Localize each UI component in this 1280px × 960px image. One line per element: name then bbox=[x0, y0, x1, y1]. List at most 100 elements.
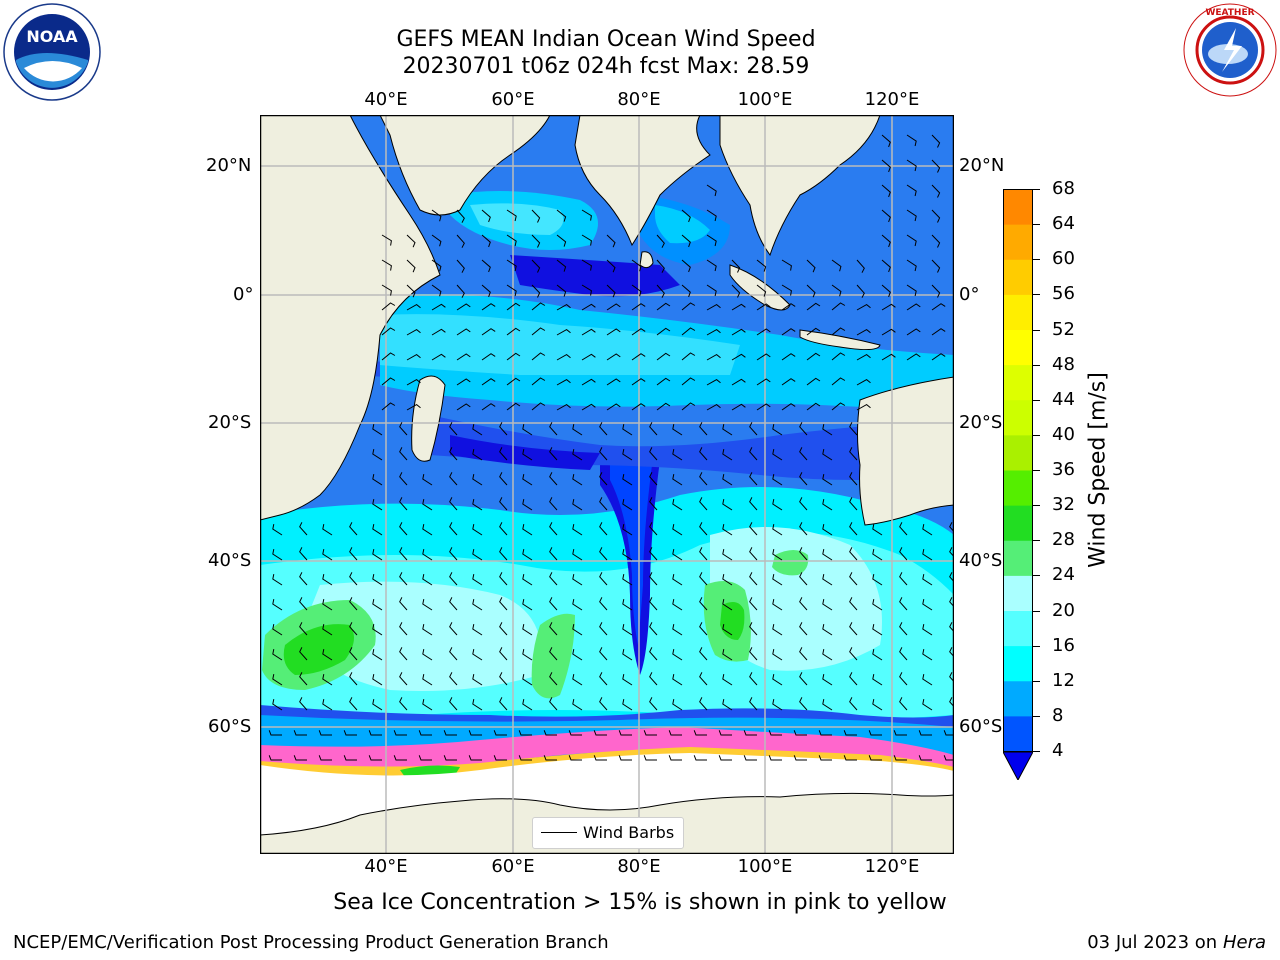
wind-barb bbox=[868, 730, 882, 736]
wind-barb bbox=[793, 730, 807, 736]
wind-barb bbox=[406, 403, 421, 411]
wind-barb bbox=[899, 547, 908, 561]
wind-barb bbox=[381, 327, 396, 336]
wind-barb bbox=[581, 403, 596, 411]
wind-barb bbox=[699, 547, 708, 561]
wind-barb bbox=[406, 234, 416, 248]
colorbar-tick-mark bbox=[1033, 645, 1040, 647]
wind-barb bbox=[506, 327, 521, 336]
wind-barb bbox=[906, 184, 917, 197]
wind-barb bbox=[706, 303, 721, 311]
wind-barb bbox=[949, 597, 954, 608]
arabia-land bbox=[379, 115, 551, 216]
wind-barb bbox=[622, 624, 633, 636]
wind-barb bbox=[431, 353, 446, 361]
wind-barb bbox=[781, 303, 796, 311]
wind-barb bbox=[756, 259, 767, 272]
wind-barb bbox=[443, 730, 457, 736]
wind-barb bbox=[399, 547, 408, 561]
wind-barb bbox=[818, 755, 832, 761]
wind-barb bbox=[593, 730, 607, 736]
wind-barb bbox=[549, 672, 558, 686]
wind-barb bbox=[606, 328, 621, 336]
colorbar-under-triangle bbox=[1003, 751, 1033, 780]
wind-barb bbox=[606, 378, 621, 386]
colorbar-segment bbox=[1003, 680, 1033, 717]
wind-barb bbox=[672, 624, 683, 636]
wind-barb bbox=[856, 378, 871, 386]
wind-barb bbox=[731, 259, 741, 273]
wind-barb bbox=[472, 449, 483, 461]
wind-barb bbox=[349, 622, 358, 636]
wind-barb bbox=[299, 672, 308, 686]
india-land bbox=[574, 115, 711, 247]
wind-barb bbox=[872, 599, 883, 611]
wind-barb bbox=[422, 674, 433, 686]
wind-barb bbox=[822, 549, 833, 561]
wind-barb bbox=[772, 599, 783, 611]
wind-barb bbox=[472, 699, 483, 711]
wind-barb bbox=[749, 572, 758, 586]
wind-barb bbox=[431, 209, 442, 222]
wind-barb bbox=[456, 234, 465, 248]
wind-barb bbox=[268, 755, 282, 761]
colorbar-tick-mark bbox=[1033, 329, 1040, 331]
wind-barb bbox=[806, 352, 821, 361]
colorbar-tick-mark bbox=[1033, 364, 1040, 366]
wind-barb bbox=[581, 303, 596, 311]
wind-barb bbox=[822, 524, 833, 536]
colorbar-tick-label: 60 bbox=[1052, 248, 1075, 270]
wind-barb bbox=[706, 234, 717, 247]
wind-barb bbox=[699, 622, 708, 636]
wind-barb bbox=[431, 328, 446, 336]
wind-barb bbox=[456, 209, 465, 223]
wind-barb bbox=[481, 403, 496, 411]
wind-barb bbox=[849, 422, 858, 436]
wind-barb bbox=[772, 674, 783, 686]
wind-barb bbox=[481, 303, 496, 311]
wind-barb bbox=[772, 499, 783, 511]
footer-host: Hera bbox=[1222, 932, 1266, 953]
wind-barb bbox=[899, 522, 908, 536]
wind-barb bbox=[449, 672, 458, 686]
wind-barb bbox=[949, 547, 954, 558]
wind-barb bbox=[572, 499, 583, 511]
wind-barb bbox=[856, 259, 865, 273]
lon-label-top: 40°E bbox=[364, 89, 408, 110]
lon-label-top: 100°E bbox=[737, 89, 793, 110]
wind-barb bbox=[822, 499, 833, 511]
footer-date: 03 Jul 2023 on Hera bbox=[1087, 932, 1266, 953]
wind-barb bbox=[531, 327, 546, 336]
wind-barb bbox=[931, 353, 946, 361]
wind-barb bbox=[481, 353, 496, 361]
wind-barb bbox=[856, 353, 871, 361]
wind-barb bbox=[506, 209, 517, 222]
wind-barb bbox=[822, 699, 833, 711]
wind-barb bbox=[518, 755, 532, 761]
wind-barb bbox=[799, 622, 808, 636]
wind-barb bbox=[649, 647, 658, 661]
wind-barb bbox=[881, 303, 896, 311]
wind-barbs-layer bbox=[268, 134, 954, 761]
wind-barb bbox=[572, 624, 583, 636]
footer-date-text: 03 Jul 2023 on bbox=[1087, 932, 1223, 953]
wind-barb bbox=[631, 284, 642, 297]
colorbar-segment bbox=[1003, 505, 1033, 541]
wind-barb bbox=[672, 674, 683, 686]
wind-barb bbox=[399, 647, 408, 661]
wind-barb bbox=[749, 647, 758, 661]
lon-label-bottom: 120°E bbox=[864, 856, 920, 877]
wind-barb bbox=[372, 649, 383, 661]
colorbar-segment bbox=[1003, 294, 1033, 330]
lon-label-top: 80°E bbox=[617, 89, 661, 110]
wind-barb bbox=[799, 447, 808, 461]
legend-line-sample bbox=[541, 832, 577, 833]
wind-barb bbox=[931, 134, 941, 148]
wind-barb bbox=[556, 403, 571, 411]
wind-barb bbox=[522, 524, 533, 536]
wind-barb bbox=[522, 699, 533, 711]
wind-barb bbox=[893, 755, 907, 761]
wind-barb bbox=[949, 647, 954, 658]
wind-barb bbox=[822, 574, 833, 586]
wind-barb bbox=[756, 284, 767, 297]
